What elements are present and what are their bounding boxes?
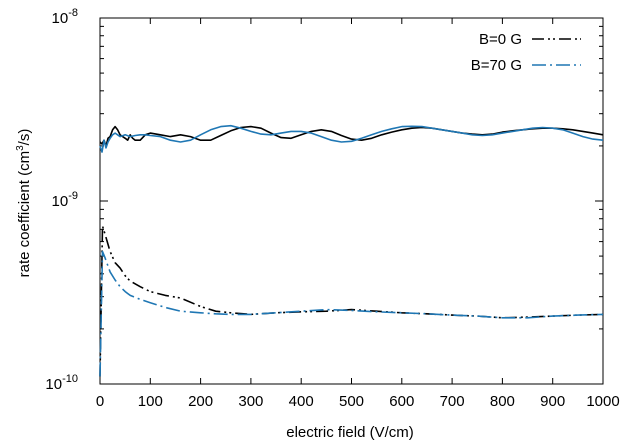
series-line-b-0-g: [99, 225, 604, 377]
legend: B=0 G B=70 G: [471, 31, 581, 74]
series-line-3: [99, 124, 604, 153]
plot-frame: [99, 17, 604, 385]
series-line-2: [99, 125, 604, 147]
series-line-b-70-g: [99, 250, 604, 377]
series-layer: [99, 124, 604, 377]
x-tick-label: 500: [339, 393, 364, 410]
legend-label: B=70 G: [471, 57, 522, 74]
y-tick-label: 10-8: [52, 7, 78, 27]
y-tick-label-base: 10: [52, 10, 69, 27]
x-tick-label: 800: [490, 393, 515, 410]
y-axis-label-sup: 3: [15, 145, 26, 151]
y-axis-label-suffix: /s): [16, 129, 33, 146]
y-tick-label-base: 10: [52, 193, 69, 210]
y-axis-label: rate coefficient (cm3/s): [15, 129, 33, 278]
y-tick-label-base: 10: [45, 376, 62, 393]
x-tick-label: 900: [540, 393, 565, 410]
x-tick-label: 400: [289, 393, 314, 410]
x-tick-label: 100: [138, 393, 163, 410]
x-tick-label: 1000: [586, 393, 619, 410]
x-axis: 0 100 200 300 400 500 600 700 800 900 1000: [96, 18, 620, 410]
y-tick-label-exponent: -9: [68, 190, 78, 202]
plot-border: [99, 17, 604, 385]
x-tick-label: 600: [389, 393, 414, 410]
y-tick-label-exponent: -8: [68, 7, 78, 19]
x-axis-label: electric field (V/cm): [286, 424, 414, 441]
x-tick-label: 300: [238, 393, 263, 410]
x-tick-label: 200: [188, 393, 213, 410]
y-axis-label-prefix: rate coefficient (cm: [16, 151, 33, 277]
y-tick-label: 10-10: [45, 373, 78, 393]
legend-label: B=0 G: [479, 31, 522, 48]
y-tick-label: 10-9: [52, 190, 78, 210]
x-tick-label: 0: [96, 393, 104, 410]
y-tick-label-exponent: -10: [62, 373, 78, 385]
x-tick-label: 700: [440, 393, 465, 410]
